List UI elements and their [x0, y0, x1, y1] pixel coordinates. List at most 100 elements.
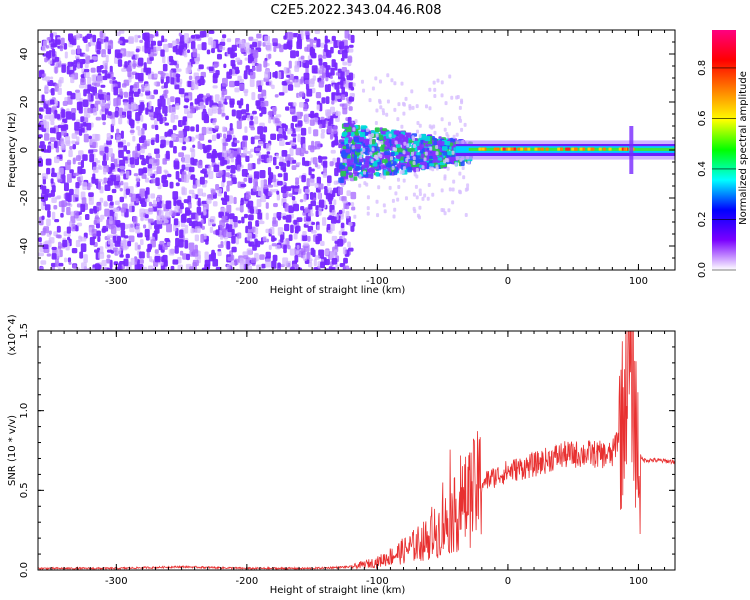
- heatmap-cell: [218, 45, 223, 50]
- heatmap-cell: [145, 90, 151, 96]
- heatmap-cell: [156, 218, 163, 225]
- heatmap-cell: [226, 241, 231, 250]
- heatmap-cell: [202, 30, 207, 38]
- heatmap-cell: [123, 91, 129, 98]
- heatmap-cell: [374, 127, 380, 133]
- heatmap-cell: [294, 188, 299, 192]
- heatmap-cell: [166, 223, 172, 233]
- heatmap-cells: [38, 30, 675, 270]
- heatmap-cell: [299, 199, 304, 203]
- heatmap-cell: [340, 222, 345, 229]
- heatmap-cell: [80, 243, 87, 252]
- heatmap-cell: [309, 191, 314, 200]
- heatmap-cell: [259, 97, 265, 102]
- heatmap-cell: [120, 130, 124, 139]
- heatmap-cell: [316, 224, 321, 231]
- heatmap-cell: [252, 110, 257, 115]
- heatmap-cell: [371, 147, 375, 152]
- heatmap-cell: [99, 197, 104, 203]
- band-peak: [587, 147, 591, 151]
- heatmap-cell: [366, 195, 370, 200]
- heatmap-cell: [431, 167, 435, 172]
- heatmap-cell: [248, 154, 253, 158]
- heatmap-cell: [318, 199, 325, 208]
- heatmap-cell: [402, 136, 408, 143]
- heatmap-cell: [41, 201, 45, 210]
- heatmap-cell: [211, 189, 216, 195]
- heatmap-cell: [154, 225, 160, 230]
- heatmap-cell: [192, 48, 198, 58]
- heatmap-cell: [220, 241, 224, 247]
- heatmap-cell: [311, 173, 315, 179]
- heatmap-cell: [38, 237, 42, 243]
- band-spike: [629, 126, 634, 174]
- heatmap-cell: [139, 251, 145, 259]
- heatmap-cell: [176, 76, 180, 83]
- heatmap-cell: [455, 95, 459, 100]
- heatmap-cell: [97, 159, 101, 164]
- heatmap-cell: [175, 237, 180, 247]
- heatmap-cell: [273, 212, 277, 218]
- heatmap-cell: [299, 78, 303, 84]
- heatmap-cell: [295, 177, 300, 185]
- heatmap-cell: [315, 235, 320, 245]
- band-peak: [571, 147, 575, 151]
- heatmap-cell: [52, 269, 55, 270]
- heatmap-cell: [280, 234, 284, 243]
- heatmap-cell: [146, 67, 152, 74]
- heatmap-cell: [219, 220, 225, 228]
- heatmap-cell: [318, 123, 323, 129]
- heatmap-cell: [102, 168, 107, 175]
- heatmap-cell: [178, 32, 182, 37]
- heatmap-cell: [353, 136, 359, 143]
- heatmap-cell: [189, 58, 196, 65]
- heatmap-cell: [192, 144, 196, 149]
- heatmap-cell: [132, 87, 138, 92]
- heatmap-cell: [293, 203, 300, 212]
- heatmap-cell: [152, 163, 156, 170]
- heatmap-cell: [181, 157, 185, 164]
- heatmap-cell: [358, 174, 362, 179]
- heatmap-cell: [137, 244, 141, 250]
- heatmap-cell: [64, 136, 71, 145]
- heatmap-cell: [173, 60, 177, 66]
- heatmap-cell: [207, 144, 212, 151]
- heatmap-cell: [294, 255, 299, 263]
- heatmap-cell: [150, 139, 155, 146]
- heatmap-cell: [396, 144, 401, 148]
- heatmap-cell: [136, 143, 141, 151]
- heatmap-cell: [227, 256, 233, 261]
- heatmap-cell: [190, 40, 196, 50]
- heatmap-cell: [396, 177, 400, 182]
- heatmap-cell: [314, 30, 321, 35]
- heatmap-cell: [223, 63, 227, 69]
- heatmap-cell: [222, 149, 228, 158]
- heatmap-cell: [159, 114, 163, 118]
- heatmap-cell: [305, 30, 310, 36]
- heatmap-cell: [113, 212, 118, 221]
- heatmap-cell: [83, 133, 89, 143]
- heatmap-cell: [211, 105, 218, 111]
- heatmap-cell: [119, 159, 125, 168]
- heatmap-cell: [104, 146, 109, 153]
- heatmap-cell: [362, 148, 366, 153]
- heatmap-cell: [459, 118, 463, 123]
- heatmap-cell: [330, 46, 334, 54]
- heatmap-cell: [302, 59, 306, 64]
- heatmap-cell: [161, 256, 165, 263]
- heatmap-cell: [271, 260, 277, 269]
- heatmap-cell: [385, 171, 390, 176]
- heatmap-cell: [413, 209, 417, 214]
- heatmap-cell: [306, 88, 313, 97]
- heatmap-cell: [154, 124, 159, 131]
- heatmap-cell: [331, 235, 338, 242]
- heatmap-cell: [368, 168, 375, 174]
- heatmap-cell: [348, 221, 353, 227]
- heatmap-cell: [342, 61, 348, 66]
- heatmap-cell: [161, 215, 167, 221]
- heatmap-cell: [46, 253, 52, 257]
- heatmap-cell: [54, 66, 58, 74]
- heatmap-cell: [184, 154, 191, 164]
- heatmap-cell: [62, 100, 68, 106]
- heatmap-cell: [303, 72, 310, 82]
